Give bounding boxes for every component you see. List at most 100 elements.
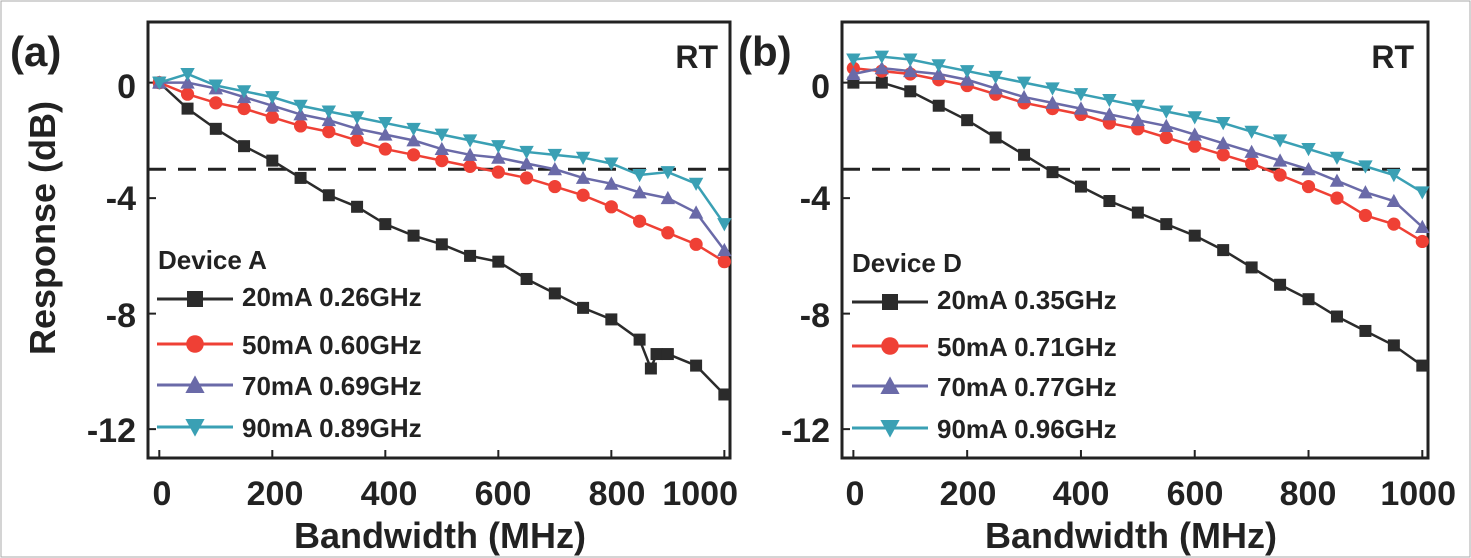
x-tick-label-b-2: 400 — [1053, 475, 1110, 513]
data-point-a-3-0 — [152, 76, 167, 90]
data-point-b-1-17 — [1330, 191, 1344, 205]
data-point-a-2-9 — [406, 133, 421, 147]
data-point-b-2-17 — [1329, 173, 1345, 187]
data-point-a-2-7 — [349, 121, 365, 135]
data-point-a-0-3 — [238, 140, 251, 153]
data-point-a-0-18 — [644, 362, 657, 375]
data-point-a-1-5 — [293, 119, 308, 133]
data-point-b-3-3 — [931, 59, 946, 73]
data-point-a-1-15 — [576, 188, 590, 202]
data-point-a-1-2 — [209, 96, 223, 110]
data-point-b-1-15 — [1273, 168, 1287, 182]
data-point-b-3-18 — [1358, 160, 1373, 174]
data-point-b-3-16 — [1301, 143, 1316, 157]
data-point-a-3-14 — [547, 148, 563, 163]
data-point-a-3-10 — [434, 128, 450, 142]
legend-label-b-2: 70mA 0.77GHz — [937, 372, 1117, 402]
panel-label-a: (a) — [10, 28, 61, 75]
data-point-b-3-17 — [1329, 151, 1345, 165]
data-point-b-2-14 — [1244, 144, 1259, 158]
data-point-b-2-18 — [1358, 185, 1373, 199]
data-point-a-1-3 — [237, 102, 251, 116]
data-point-a-3-7 — [349, 111, 365, 125]
panel-b: (b) 0 -4 -8 -12 0 200 400 600 800 1000 B… — [738, 20, 1456, 556]
data-point-b-0-9 — [1103, 195, 1116, 208]
data-point-a-0-11 — [464, 249, 477, 262]
data-point-b-2-7 — [1045, 95, 1060, 109]
data-point-b-3-7 — [1045, 82, 1060, 96]
data-point-b-2-3 — [931, 66, 946, 80]
data-point-a-3-17 — [632, 169, 647, 183]
data-point-b-2-4 — [959, 72, 975, 86]
data-point-b-2-15 — [1272, 153, 1288, 167]
data-point-a-2-6 — [321, 112, 337, 127]
data-point-a-1-7 — [350, 133, 364, 147]
data-point-a-2-19 — [688, 205, 704, 219]
data-point-b-2-1 — [874, 60, 890, 75]
data-point-b-0-17 — [1330, 310, 1343, 323]
data-point-b-2-20 — [1415, 219, 1430, 234]
data-point-b-0-20 — [1416, 359, 1429, 372]
data-point-a-0-5 — [294, 171, 307, 184]
data-point-b-1-11 — [1159, 130, 1173, 145]
data-point-b-3-6 — [1016, 76, 1032, 90]
data-point-a-2-16 — [604, 176, 619, 190]
data-point-a-3-12 — [491, 140, 506, 154]
y-tick-label-b-3: -12 — [781, 412, 830, 450]
data-point-a-3-1 — [180, 67, 195, 82]
data-point-a-3-8 — [378, 117, 393, 131]
data-point-a-2-11 — [462, 147, 478, 161]
data-point-a-1-6 — [322, 125, 336, 139]
data-point-a-1-16 — [604, 200, 618, 214]
data-point-a-3-2 — [208, 79, 224, 93]
data-point-b-3-9 — [1102, 93, 1117, 108]
data-point-a-3-5 — [293, 99, 308, 113]
data-point-b-3-11 — [1159, 105, 1174, 119]
data-point-a-0-13 — [520, 272, 533, 285]
data-point-a-1-17 — [632, 214, 647, 228]
data-point-a-3-6 — [321, 105, 337, 119]
data-point-a-2-5 — [293, 107, 308, 121]
data-point-a-0-19 — [650, 348, 663, 361]
panel-label-b: (b) — [738, 28, 792, 75]
data-point-a-2-12 — [491, 150, 506, 164]
data-point-a-1-10 — [435, 153, 449, 168]
data-point-b-1-20 — [1415, 234, 1429, 249]
data-point-b-0-16 — [1302, 293, 1315, 306]
data-point-a-1-1 — [180, 87, 195, 101]
y-tick-label-b-1: -4 — [800, 180, 830, 218]
data-point-b-3-4 — [959, 65, 975, 79]
data-point-a-1-13 — [519, 171, 534, 185]
data-point-a-3-15 — [575, 151, 591, 165]
data-point-a-0-20 — [661, 348, 674, 361]
legend-marker-b-1 — [881, 337, 899, 355]
data-point-b-3-15 — [1272, 134, 1288, 148]
data-point-b-2-11 — [1159, 118, 1174, 132]
data-point-a-1-8 — [378, 142, 392, 156]
data-point-b-2-5 — [988, 81, 1003, 95]
data-point-a-0-22 — [718, 388, 731, 401]
legend-marker-b-2 — [880, 376, 900, 394]
data-point-a-0-1 — [181, 102, 194, 115]
x-axis-title-a: Bandwidth (MHz) — [294, 515, 586, 556]
x-tick-label-b-4: 800 — [1280, 475, 1337, 513]
data-point-a-0-7 — [351, 200, 364, 213]
data-point-a-3-20 — [717, 218, 732, 232]
legend-label-a-0: 20mA 0.26GHz — [242, 282, 422, 312]
data-point-b-0-6 — [1018, 148, 1031, 161]
data-point-a-1-11 — [463, 159, 477, 173]
x-tick-label-a-1: 200 — [247, 475, 304, 513]
data-point-b-3-12 — [1187, 111, 1202, 125]
legend-title-a: Device A — [158, 245, 267, 275]
legend-marker-b-3 — [880, 420, 900, 438]
data-point-b-0-7 — [1046, 166, 1059, 179]
data-point-a-1-14 — [548, 179, 562, 194]
data-point-a-3-18 — [660, 166, 676, 180]
data-point-a-1-18 — [661, 226, 675, 240]
y-axis-title: Response (dB) — [22, 101, 63, 355]
legend-marker-a-2 — [185, 375, 205, 393]
data-point-a-2-4 — [265, 98, 280, 112]
data-point-a-2-17 — [632, 185, 647, 199]
legend-marker-a-3 — [185, 419, 205, 437]
